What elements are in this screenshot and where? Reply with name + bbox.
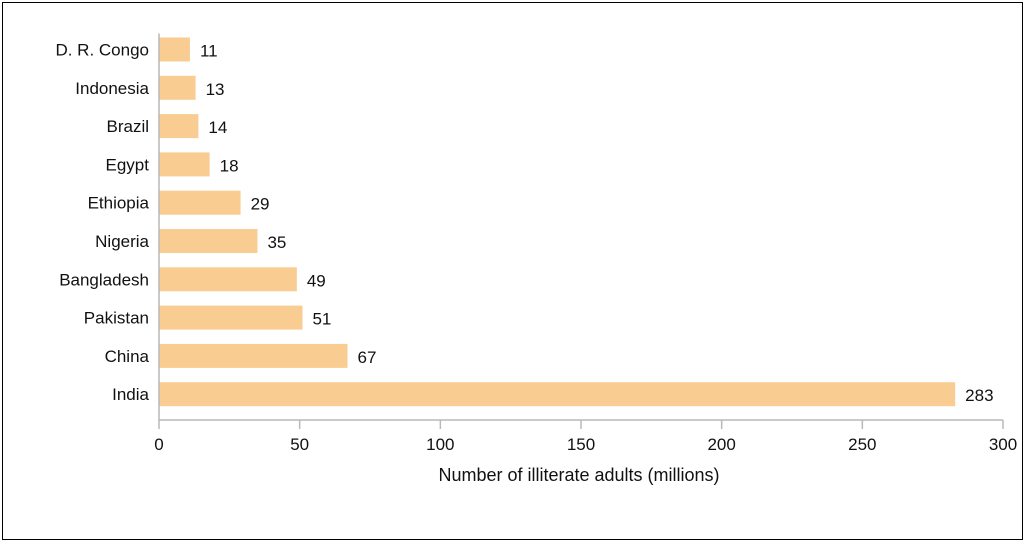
value-label: 14 — [208, 118, 227, 137]
bar-egypt — [159, 152, 210, 177]
bar-china — [159, 343, 348, 368]
category-label: Egypt — [106, 155, 150, 174]
x-tick-label: 250 — [848, 435, 876, 454]
bar-d-r-congo — [159, 37, 190, 62]
bar-bangladesh — [159, 267, 297, 292]
value-label: 11 — [200, 42, 218, 61]
value-labels: 11 13 14 18 29 35 49 51 67 283 — [200, 42, 994, 406]
x-tick-label: 100 — [426, 435, 454, 454]
x-tick-label: 50 — [290, 435, 309, 454]
bars-layer — [159, 37, 956, 407]
x-tick-label: 200 — [707, 435, 735, 454]
category-label: Bangladesh — [59, 270, 149, 289]
category-label: Brazil — [106, 117, 149, 136]
bar-india — [159, 382, 956, 407]
x-tick-label: 300 — [989, 435, 1017, 454]
x-tick-label: 150 — [567, 435, 595, 454]
category-label: Pakistan — [84, 309, 149, 328]
category-label: China — [105, 347, 150, 366]
value-label: 51 — [312, 310, 331, 329]
bar-pakistan — [159, 305, 303, 330]
value-label: 67 — [357, 348, 376, 367]
footnote-blur — [25, 515, 925, 527]
value-label: 29 — [251, 195, 270, 214]
category-label: India — [112, 385, 149, 404]
category-labels: D. R. Congo Indonesia Brazil Egypt Ethiopia N… — [55, 41, 149, 405]
value-label: 13 — [206, 80, 225, 99]
bar-brazil — [159, 114, 199, 139]
category-label: Nigeria — [95, 232, 149, 251]
bar-ethiopia — [159, 190, 241, 215]
x-tick-label: 0 — [154, 435, 163, 454]
x-axis: 0 50 100 150 200 250 300 — [154, 33, 1017, 454]
bar-indonesia — [159, 75, 196, 100]
bar-nigeria — [159, 229, 258, 253]
category-label: Ethiopia — [88, 194, 150, 213]
x-axis-title: Number of illiterate adults (millions) — [438, 465, 719, 485]
category-label: Indonesia — [75, 79, 149, 98]
value-label: 35 — [267, 233, 286, 252]
value-label: 283 — [965, 386, 993, 405]
bar-chart: D. R. Congo Indonesia Brazil Egypt Ethiopia N… — [55, 33, 1017, 485]
value-label: 18 — [220, 156, 239, 175]
category-label: D. R. Congo — [55, 41, 149, 60]
value-label: 49 — [307, 271, 326, 290]
